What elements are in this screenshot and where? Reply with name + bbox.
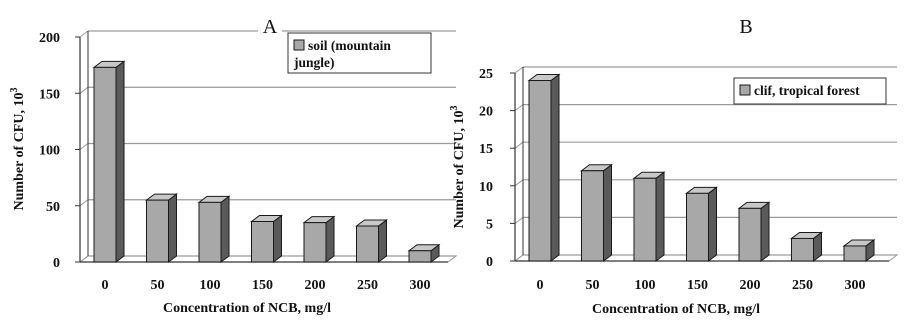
y-axis-title-superscript: 3 [9, 88, 20, 93]
panel-label-backing [258, 15, 282, 39]
gridline-depth [514, 254, 524, 262]
y-tick-label: 100 [39, 144, 60, 159]
bar-front [251, 221, 274, 263]
gridline-depth [79, 199, 89, 207]
legend: clif, tropical forest [733, 77, 887, 105]
x-tick-label: 50 [151, 278, 165, 293]
x-tick-label: 200 [305, 278, 326, 293]
y-tick-label: 0 [53, 256, 60, 271]
panel-label: B [739, 16, 752, 38]
bar [250, 214, 283, 263]
bar-front [633, 177, 657, 262]
bar-side [708, 186, 717, 262]
gridline-depth [514, 104, 524, 111]
bar [407, 243, 441, 263]
bar [685, 186, 718, 262]
bar [92, 60, 126, 263]
bar-side [378, 219, 387, 263]
y-tick-label: 0 [486, 255, 493, 270]
bar-side [115, 60, 125, 263]
bar [302, 215, 336, 263]
x-axis-title: Concentration of NCB, mg/l [592, 302, 760, 317]
legend-label: jungle) [293, 55, 335, 70]
bar-side [550, 73, 560, 262]
chart-panel-a: 0 50 100 150 200 0 50 100 150 200 250 300 Concentrat… [9, 15, 458, 316]
legend-label: soil (mountain [308, 38, 391, 53]
x-tick-label: 300 [845, 278, 866, 293]
bar-side [273, 214, 282, 263]
bar-side [168, 193, 177, 263]
gridline-depth [514, 141, 524, 149]
y-axis-title-text: Number of CFU, 10 [12, 93, 27, 211]
legend: soil (mountain jungle) [287, 32, 432, 74]
x-tick-label: 250 [357, 278, 378, 293]
x-tick-label: 300 [410, 278, 431, 293]
x-tick-label: 0 [537, 278, 544, 293]
y-tick-label: 200 [39, 31, 60, 46]
gridline-depth [514, 66, 524, 74]
y-axis-title: Number of CFU, 103 [449, 106, 467, 229]
legend-label: clif, tropical forest [754, 83, 860, 98]
x-tick-label: 100 [200, 278, 221, 293]
x-axis-title: Concentration of NCB, mg/l [163, 301, 331, 316]
y-tick-label: 50 [46, 200, 60, 215]
bar-front [843, 245, 867, 262]
bar-front [408, 250, 432, 263]
panel-label: A [263, 16, 278, 38]
bar-front [738, 207, 762, 262]
bar-side [220, 195, 230, 263]
y-tick-label: 5 [486, 217, 493, 232]
gridline-depth [79, 30, 89, 38]
bar [737, 201, 771, 262]
legend-box [287, 32, 432, 74]
y-tick-label: 150 [39, 87, 60, 102]
gridline-depth [79, 255, 89, 263]
x-tick-label: 250 [792, 278, 813, 293]
bar [580, 163, 613, 262]
y-tick-label: 20 [479, 105, 493, 120]
bar [842, 238, 876, 262]
y-tick-label: 15 [479, 142, 493, 157]
bar-front [93, 66, 117, 263]
bar [527, 73, 561, 262]
y-tick-label: 25 [479, 67, 493, 82]
x-tick-label: 100 [635, 278, 656, 293]
bar-front [146, 199, 169, 263]
x-tick-label: 150 [252, 278, 273, 293]
x-tick-label: 150 [687, 278, 708, 293]
gridline-depth [514, 216, 524, 224]
x-tick-label: 50 [586, 278, 600, 293]
y-tick-label: 10 [479, 180, 493, 195]
x-tick-label: 200 [740, 278, 761, 293]
bar-side [760, 201, 770, 262]
bar-front [356, 225, 379, 263]
bar-front [686, 192, 709, 262]
legend-box [733, 77, 887, 105]
gridline-depth [79, 86, 89, 94]
legend-swatch [293, 39, 305, 51]
y-axis-title-text: Number of CFU, 10 [452, 111, 467, 229]
bar-front [528, 80, 552, 262]
bar [790, 231, 823, 262]
bar [632, 171, 666, 262]
bar-front [303, 222, 327, 263]
gridline-depth [79, 143, 89, 150]
bar-front [791, 237, 814, 262]
bar-front [581, 170, 604, 262]
y-axis-title-superscript: 3 [449, 106, 460, 111]
y-axis-title: Number of CFU, 103 [9, 88, 27, 211]
bar-side [655, 171, 665, 262]
bar-side [325, 215, 335, 263]
x-tick-label: 0 [102, 278, 109, 293]
bar-side [603, 163, 612, 262]
bar-front [198, 201, 222, 263]
bar [145, 193, 178, 263]
gridline-depth [514, 179, 524, 187]
bar [197, 195, 231, 263]
legend-swatch [739, 84, 751, 96]
bar [355, 219, 388, 263]
